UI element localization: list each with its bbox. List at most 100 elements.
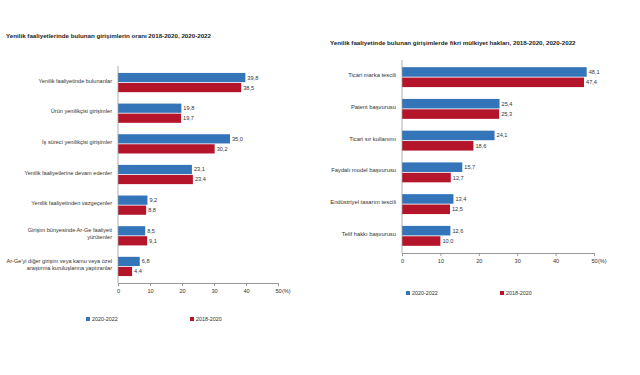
category-label-line: yürütenler: [87, 234, 112, 240]
data-label: 30,2: [217, 146, 228, 152]
tick-mark: [440, 253, 441, 256]
axis-line: [119, 284, 279, 287]
bar: [402, 205, 450, 215]
data-label: 12,5: [452, 206, 463, 212]
tick-mark: [150, 283, 151, 286]
data-label: 12,7: [453, 175, 464, 181]
bar: [118, 114, 181, 123]
x-axis: 01020304050: [401, 253, 598, 264]
tick: 30: [211, 283, 217, 294]
tick-mark: [214, 283, 215, 286]
bar: [118, 104, 181, 113]
tick-label: 0: [117, 288, 120, 294]
category-label-line: Yenilik faaliyetinde bulunanlar: [39, 78, 113, 84]
data-label: 19,7: [183, 115, 194, 121]
category-label-line: Yenilik faaliyetinden vazgeçenler: [31, 200, 112, 206]
bars: [118, 73, 245, 276]
data-label: 19,8: [183, 105, 194, 111]
bar: [118, 83, 241, 92]
legend-label: 2018-2020: [506, 290, 532, 296]
bar: [402, 99, 500, 109]
category-axis-line: [402, 60, 403, 253]
chart: Yenilik faaliyetlerinde bulunan girişiml…: [6, 32, 291, 322]
legend: 2020-20222018-2020: [86, 316, 222, 322]
tick: 40: [243, 283, 249, 294]
category-label-line: Ar-Ge'yi diğer girişim veya kamu veya öz…: [6, 258, 112, 264]
category-label: Yenilik faaliyetinden vazgeçenler: [31, 200, 112, 206]
bar: [118, 175, 193, 184]
tick-mark: [556, 253, 557, 256]
bar: [118, 73, 245, 82]
axis-title: (%): [598, 258, 607, 264]
tick-mark: [517, 253, 518, 256]
tick: 0: [401, 253, 404, 264]
x-axis: 0 10 20 30 40 50: [117, 283, 282, 294]
category-label-line: Girişim bünyesinde Ar-Ge faaliyeti: [28, 227, 112, 233]
category-label-line: İş süreci yenilikçisi girişimler: [42, 139, 112, 145]
category-labels: Ticari marka tesciliPatent başvurusuTica…: [330, 72, 396, 237]
data-label: 25,4: [502, 101, 513, 107]
bar: [402, 194, 453, 204]
bar: [118, 144, 215, 153]
tick-label: 10: [438, 258, 444, 264]
bar: [402, 173, 451, 183]
legend-swatch: [86, 317, 90, 321]
category-label-line: Ticari marka tescili: [348, 72, 396, 78]
tick-mark: [118, 283, 119, 286]
bar: [118, 236, 147, 245]
tick-label: 0: [401, 258, 404, 264]
bar: [118, 226, 145, 235]
data-label: 9,1: [149, 238, 157, 244]
category-label: Patent başvurusu: [351, 104, 396, 110]
tick-label: 10: [147, 288, 153, 294]
data-label: 39,8: [247, 75, 258, 81]
tick-label: 50: [275, 288, 281, 294]
legend-swatch: [500, 291, 504, 295]
bar: [402, 236, 440, 246]
category-label: Ürün yenilikçisi girişimler: [51, 108, 112, 114]
tick-mark: [594, 253, 595, 256]
data-label: 18,6: [475, 143, 486, 149]
axis-line: [403, 254, 595, 257]
legend-label: 2020-2022: [412, 290, 438, 296]
legend-swatch: [406, 291, 410, 295]
tick: 50: [591, 253, 597, 264]
data-label: 8,5: [147, 228, 155, 234]
data-label: 12,6: [452, 228, 463, 234]
chart-title: Yenilik faaliyetinde bulunan girişimlerd…: [330, 39, 576, 46]
tick-label: 30: [515, 258, 521, 264]
category-label: Yenilik faaliyetlerine devam edenler: [25, 170, 113, 176]
bar: [118, 134, 230, 143]
bar: [118, 165, 192, 174]
legend-label: 2020-2022: [92, 316, 118, 322]
category-label: Ticari marka tescili: [348, 72, 396, 78]
data-label: 15,7: [464, 164, 475, 170]
bar: [402, 109, 499, 119]
category-label-line: Endüstriyel tasarım tescili: [330, 199, 396, 205]
category-label-line: Ürün yenilikçisi girişimler: [51, 108, 112, 114]
tick-mark: [402, 253, 403, 256]
tick-label: 40: [243, 288, 249, 294]
legend: 2020-2022 2018-2020: [406, 290, 532, 296]
axis-title: (%): [282, 288, 291, 294]
category-label-line: araştırma kuruluşlarına yaptıranlar: [27, 265, 112, 271]
data-label: 48,1: [589, 69, 600, 75]
tick: 10: [438, 253, 444, 264]
tick-label: 30: [211, 288, 217, 294]
tick: 20: [179, 283, 185, 294]
data-labels: 48,125,424,115,713,412,647,425,318,612,7…: [442, 69, 599, 244]
data-label: 24,1: [497, 132, 508, 138]
tick-label: 40: [553, 258, 559, 264]
data-label: 47,4: [586, 79, 597, 85]
tick: 30: [515, 253, 521, 264]
bar: [118, 267, 132, 276]
chart-canvas: Yenilik faaliyetlerinde bulunan girişiml…: [0, 0, 640, 375]
category-label: Girişim bünyesinde Ar-Ge faaliyetiyürüte…: [28, 227, 112, 240]
category-label: Faydalı model başvurusu: [331, 167, 396, 173]
chart-title: Yenilik faaliyetlerinde bulunan girişiml…: [6, 32, 212, 39]
category-label-line: Yenilik faaliyetlerine devam edenler: [25, 170, 113, 176]
data-label: 23,4: [195, 176, 206, 182]
category-label: Yenilik faaliyetinde bulunanlar: [39, 78, 113, 84]
chart: Yenilik faaliyetinde bulunan girişimlerd…: [330, 39, 607, 296]
category-label-line: Telif hakkı başvurusu: [342, 231, 396, 237]
